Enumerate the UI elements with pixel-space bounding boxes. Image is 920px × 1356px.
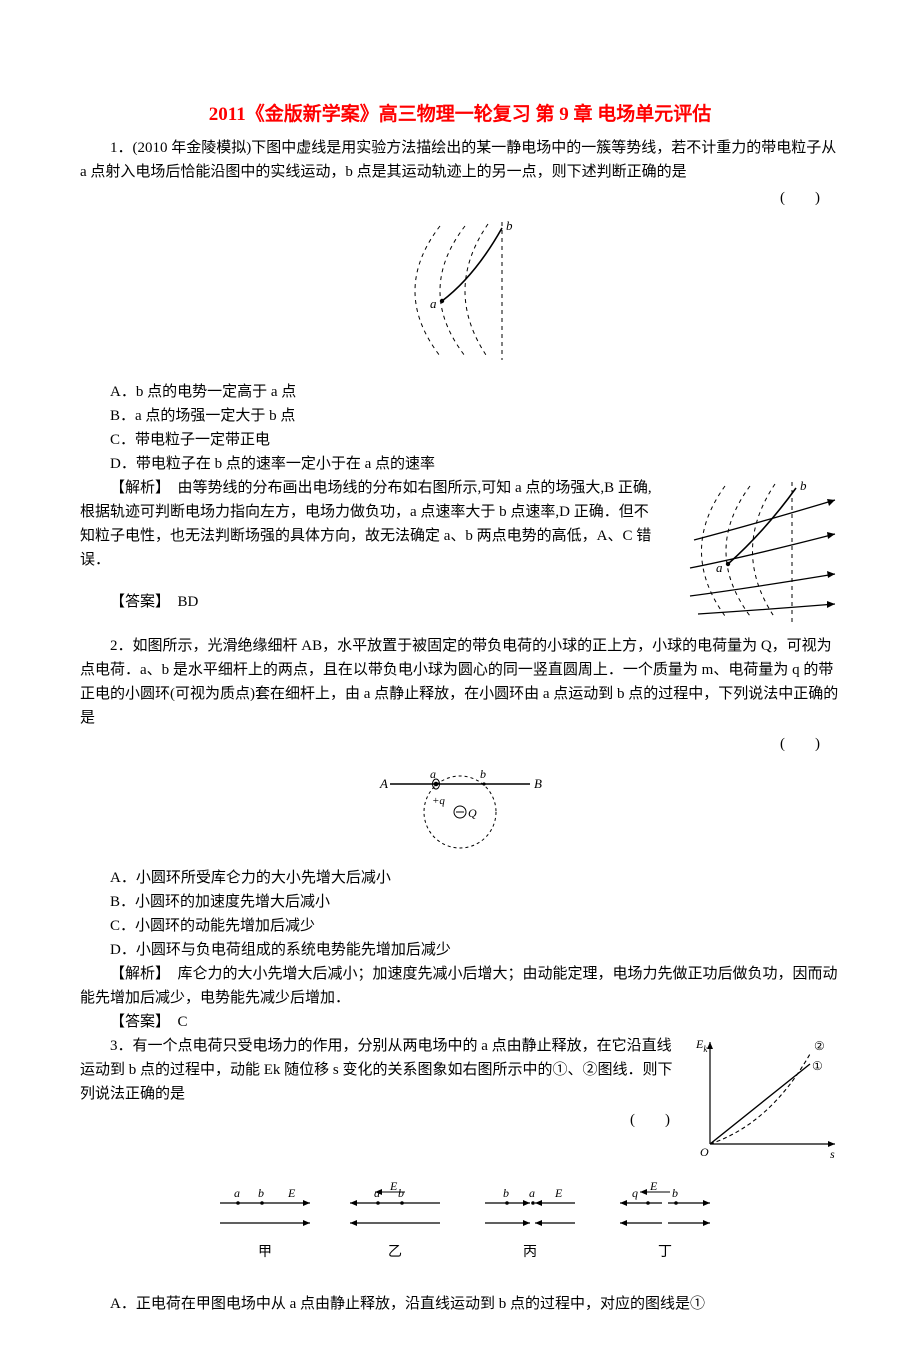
q2-optC: C．小圆环的动能先增加后减少 [80, 914, 840, 938]
lbl-q: +q [432, 795, 445, 807]
label-b: b [506, 218, 513, 233]
q3-optA: A．正电荷在甲图电场中从 a 点由静止释放，沿直线运动到 b 点的过程中，对应的… [80, 1292, 840, 1316]
q1-svg: a b [380, 216, 540, 366]
pt-b [482, 783, 485, 786]
q3-graph-svg: Ek s O ① ② [690, 1034, 840, 1164]
lbl-jia: 甲 [258, 1245, 272, 1260]
q3-block: Ek s O ① ② 3．有一个点电荷只受电场力的作用，分别从两电场中的 a 点… [80, 1034, 840, 1172]
q1-optB: B．a 点的场强一定大于 b 点 [80, 404, 840, 428]
q1-figure: a b [80, 216, 840, 374]
jia-a: a [234, 1186, 240, 1200]
q3-graph: Ek s O ① ② [690, 1034, 840, 1172]
fieldline-3 [694, 500, 835, 540]
q2-figure: A B a b +q Q [80, 762, 840, 860]
field-ding: q b E 丁 [620, 1179, 710, 1260]
q2-optA: A．小圆环所受库仑力的大小先增大后减小 [80, 866, 840, 890]
lbl-b: b [480, 767, 486, 781]
label-a: a [430, 296, 437, 311]
pt-a [434, 782, 439, 787]
q2-stem: 2．如图所示，光滑绝缘细杆 AB，水平放置于被固定的带负电荷的小球的正上方，小球… [80, 634, 840, 730]
q3-fields-svg: a b E 甲 a b E 乙 [190, 1178, 730, 1278]
fieldline-2 [690, 534, 835, 568]
trajectory [442, 228, 502, 301]
lbl-ding: 丁 [658, 1245, 672, 1260]
q1-right-figure: a b [670, 476, 840, 634]
arrow-4 [827, 601, 835, 608]
lbl-A: A [379, 776, 388, 791]
y-arrow [707, 1042, 713, 1049]
equipotential-3 [465, 224, 488, 358]
line-1 [710, 1064, 810, 1144]
lbl-yi: 乙 [388, 1244, 402, 1260]
arrow-1 [827, 571, 835, 578]
jia-b: b [258, 1186, 264, 1200]
q1-paren: ( ) [80, 186, 840, 210]
lbl-O: O [700, 1145, 709, 1159]
lbl-bing: 丙 [523, 1245, 537, 1260]
q1-stem: 1．(2010 年金陵模拟)下图中虚线是用实验方法描绘出的某一静电场中的一簇等势… [80, 136, 840, 184]
curve-2 [710, 1054, 810, 1144]
lbl-Ek: Ek [695, 1037, 708, 1054]
field-bing: b a E 丙 [485, 1186, 575, 1260]
q2-svg: A B a b +q Q [360, 762, 560, 852]
point-a [440, 299, 444, 303]
q1-optC: C．带电粒子一定带正电 [80, 428, 840, 452]
q2-optD: D．小圆环与负电荷组成的系统电势能先增加后减少 [80, 938, 840, 962]
q1-optA: A．b 点的电势一定高于 a 点 [80, 380, 840, 404]
lbl-a: a [716, 560, 723, 575]
ding-q: q [632, 1186, 638, 1200]
lbl-B: B [534, 776, 542, 791]
field-jia: a b E 甲 [220, 1186, 310, 1260]
equipotential-1 [415, 226, 440, 356]
lbl-Q: Q [468, 806, 477, 820]
page-container: 2011《金版新学案》高三物理一轮复习 第 9 章 电场单元评估 1．(2010… [0, 0, 920, 1356]
bing-a: a [529, 1186, 535, 1200]
equipotential-2 [440, 226, 465, 356]
lbl-b: b [800, 478, 807, 493]
eq1 [702, 486, 726, 616]
bing-E: E [554, 1186, 563, 1200]
q3-fields: a b E 甲 a b E 乙 [80, 1178, 840, 1286]
q2-explain: 【解析】 库仑力的大小先增大后减小；加速度先减小后增大；由动能定理，电场力先做正… [80, 962, 840, 1010]
page-title: 2011《金版新学案》高三物理一轮复习 第 9 章 电场单元评估 [80, 100, 840, 130]
eq2 [726, 486, 750, 616]
q2-answer: 【答案】 C [80, 1010, 840, 1034]
yi-E: E [389, 1179, 398, 1193]
lbl-s: s [830, 1147, 835, 1161]
fieldline-1 [690, 574, 835, 596]
ding-b: b [672, 1186, 678, 1200]
lbl-2: ② [814, 1039, 825, 1053]
jia-E: E [287, 1186, 296, 1200]
arrow-3 [827, 499, 835, 506]
q1-explain-block: a b 【解析】 由等势线的分布画出电场线的分布如右图所示,可知 a 点的场强大… [80, 476, 840, 634]
field-yi: a b E 乙 [350, 1179, 440, 1260]
pt-a [726, 562, 730, 566]
q1-optD: D．带电粒子在 b 点的速率一定小于在 a 点的速率 [80, 452, 840, 476]
yi-b: b [398, 1186, 404, 1200]
q2-paren: ( ) [80, 732, 840, 756]
lbl-a: a [430, 767, 436, 781]
lbl-1: ① [812, 1059, 823, 1073]
q1b-svg: a b [670, 476, 840, 626]
arrow-2 [827, 532, 835, 539]
ding-E: E [649, 1179, 658, 1193]
bing-b: b [503, 1186, 509, 1200]
q2-optB: B．小圆环的加速度先增大后减小 [80, 890, 840, 914]
eq3 [753, 484, 776, 618]
